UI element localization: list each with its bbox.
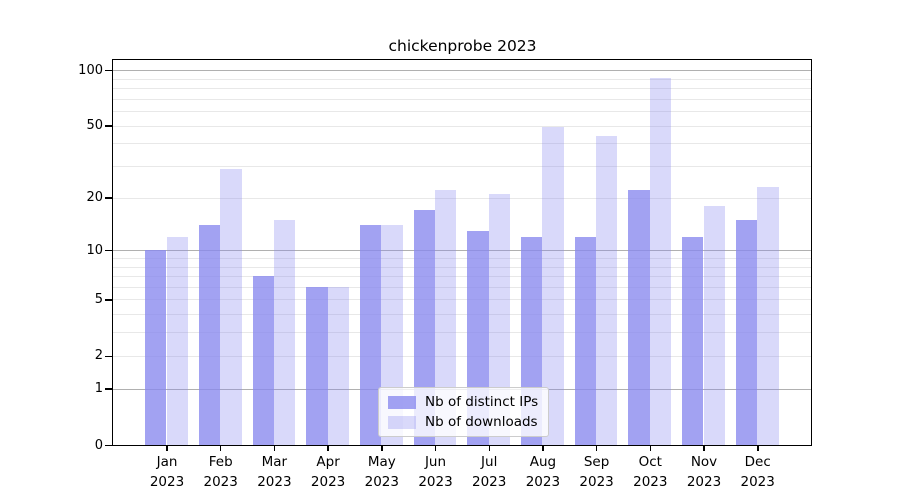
x-tick-label: Mar 2023 xyxy=(257,454,292,491)
bar-distinct-ips xyxy=(735,219,758,445)
plot-area: Nb of distinct IPs Nb of downloads xyxy=(112,59,812,446)
x-tick-label: Sep 2023 xyxy=(579,454,614,491)
y-tick-label: 50 xyxy=(86,118,103,133)
x-tick-label: Oct 2023 xyxy=(633,454,668,491)
bar-distinct-ips xyxy=(574,236,597,445)
x-tick-mark xyxy=(166,446,168,451)
legend-entry: Nb of distinct IPs xyxy=(388,394,538,410)
y-tick-label: 10 xyxy=(86,242,103,258)
legend: Nb of distinct IPs Nb of downloads xyxy=(378,387,550,437)
bar-distinct-ips xyxy=(359,225,382,445)
bar-downloads xyxy=(488,193,511,445)
y-tick-mark xyxy=(105,249,112,252)
bar-downloads xyxy=(435,190,457,445)
bar-downloads xyxy=(649,77,672,445)
x-tick-mark xyxy=(649,446,651,451)
gridline-9 xyxy=(113,257,811,259)
bar-downloads xyxy=(757,186,779,445)
gridline-30 xyxy=(113,166,811,167)
y-tick-mark xyxy=(105,197,112,199)
gridline-8 xyxy=(113,266,811,268)
y-tick-mark xyxy=(105,388,112,390)
bar-distinct-ips xyxy=(145,250,167,445)
legend-entry: Nb of downloads xyxy=(388,414,538,430)
gridline-90 xyxy=(113,78,811,80)
gridline-70 xyxy=(113,98,811,100)
y-tick-mark xyxy=(105,125,112,127)
x-tick-mark xyxy=(434,446,437,451)
y-tick-label: 5 xyxy=(94,291,103,307)
bar-downloads xyxy=(596,135,618,445)
bar-downloads xyxy=(166,236,188,445)
gridline-5 xyxy=(113,299,811,301)
bar-downloads xyxy=(542,127,564,445)
y-tick-mark xyxy=(105,355,112,357)
legend-swatch-distinct-ips xyxy=(388,395,416,409)
x-tick-label: Apr 2023 xyxy=(310,454,346,491)
gridline-4 xyxy=(113,314,811,316)
gridline-6 xyxy=(113,286,811,288)
x-tick-mark xyxy=(703,446,705,451)
y-tick-label: 100 xyxy=(78,62,103,78)
gridline-80 xyxy=(113,87,811,89)
gridline-40 xyxy=(113,143,811,145)
bar-downloads xyxy=(703,205,725,445)
gridline-20 xyxy=(113,197,811,199)
x-tick-mark xyxy=(488,446,490,451)
bar-downloads xyxy=(327,286,349,445)
bar-downloads xyxy=(220,168,242,445)
gridline-3 xyxy=(113,332,811,334)
x-tick-label: Dec 2023 xyxy=(740,454,775,491)
gridline-2 xyxy=(113,355,811,357)
gridline-100 xyxy=(113,70,811,71)
y-tick-label: 0 xyxy=(94,437,103,453)
gridline-60 xyxy=(113,111,811,112)
legend-label: Nb of downloads xyxy=(425,414,538,430)
bar-distinct-ips xyxy=(682,236,704,445)
x-tick-mark xyxy=(595,446,598,451)
x-tick-mark xyxy=(381,446,383,451)
y-tick-mark xyxy=(105,299,112,301)
x-tick-label: Aug 2023 xyxy=(525,454,561,491)
y-tick-label: 20 xyxy=(86,190,103,206)
bar-distinct-ips xyxy=(198,225,221,445)
x-tick-mark xyxy=(273,446,276,451)
bar-distinct-ips xyxy=(628,190,650,445)
x-tick-mark xyxy=(327,446,329,451)
bar-distinct-ips xyxy=(306,286,328,445)
y-tick-mark xyxy=(105,444,112,447)
y-tick-label: 2 xyxy=(94,348,103,364)
x-tick-label: Jun 2023 xyxy=(418,454,453,491)
gridline-7 xyxy=(113,276,811,277)
x-tick-label: Nov 2023 xyxy=(686,454,722,491)
gridline-50 xyxy=(113,125,811,127)
x-tick-label: Jan 2023 xyxy=(149,454,185,491)
x-tick-label: Feb 2023 xyxy=(203,454,238,491)
x-tick-label: Jul 2023 xyxy=(472,454,507,491)
x-tick-label: May 2023 xyxy=(364,454,399,491)
y-tick-mark xyxy=(105,69,112,72)
legend-label: Nb of distinct IPs xyxy=(425,394,539,410)
x-tick-mark xyxy=(219,446,222,451)
gridline-10 xyxy=(113,250,811,252)
y-tick-label: 1 xyxy=(94,381,103,397)
legend-swatch-downloads xyxy=(388,415,416,429)
bar-distinct-ips xyxy=(252,276,274,445)
bar-distinct-ips xyxy=(413,210,435,445)
x-tick-mark xyxy=(542,446,544,451)
x-tick-mark xyxy=(757,446,759,451)
bar-downloads xyxy=(273,219,296,445)
chart-title: chickenprobe 2023 xyxy=(388,37,537,55)
